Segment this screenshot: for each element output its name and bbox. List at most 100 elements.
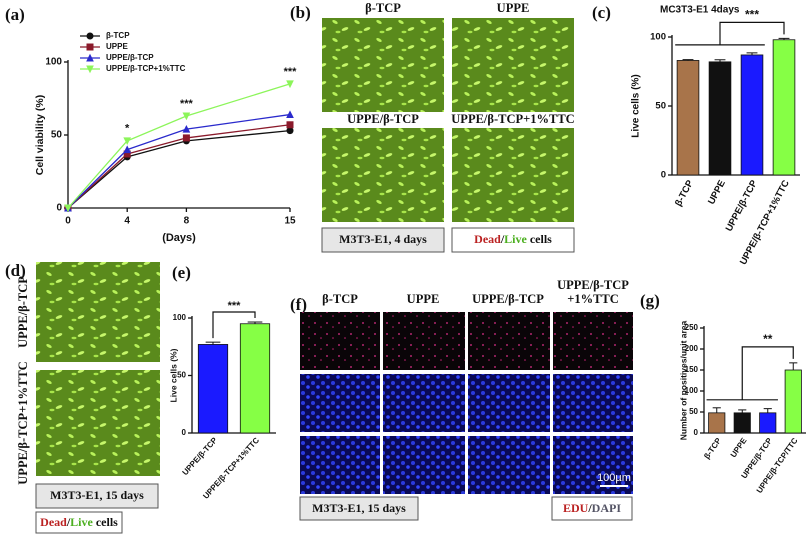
marker: [64, 204, 72, 213]
stain-box: [551, 496, 633, 521]
y-tick-label: 150: [685, 365, 699, 374]
caption: M3T3-E1, 15 days: [50, 488, 144, 502]
panel-label: (e): [172, 263, 191, 282]
bar: [239, 323, 271, 434]
bar: [197, 344, 229, 434]
y-axis-label: Cell viability (%): [34, 95, 46, 176]
image-label: UPPE/β-TCP+1%TTC: [451, 112, 574, 126]
stain-legend: Dead/Live cells: [474, 232, 552, 246]
y-tick-label: 100: [45, 57, 62, 68]
bar: [772, 39, 796, 176]
chart-title: MC3T3-E1 4days: [660, 5, 740, 16]
series-line: [67, 124, 291, 209]
marker: [182, 124, 191, 133]
micrograph: [452, 128, 574, 222]
series-line: [67, 129, 291, 209]
y-tick-label: 50: [177, 371, 186, 380]
micrograph: [36, 370, 160, 476]
panel-label: (b): [290, 3, 311, 22]
marker: [286, 121, 294, 129]
micrograph: [452, 18, 574, 112]
image-label: UPPE/β-TCP: [347, 112, 419, 126]
bar: [740, 54, 764, 176]
x-tick-label: UPPE: [706, 178, 728, 206]
image-label: β-TCP: [365, 1, 401, 15]
y-tick-label: 100: [173, 313, 187, 322]
significance-bracket: [212, 311, 256, 339]
panel-label: (c): [592, 3, 611, 22]
legend-label: UPPE/β-TCP+1%TTC: [106, 64, 186, 73]
y-tick-label: 100: [650, 32, 666, 43]
significance: *: [125, 123, 130, 135]
marker: [86, 65, 94, 74]
scale-label: 100µm: [597, 472, 631, 484]
y-tick-label: 0: [56, 203, 62, 214]
micrograph: [322, 18, 444, 112]
y-tick-label: 0: [694, 428, 699, 437]
significance: ***: [745, 8, 759, 22]
bar: [676, 60, 700, 176]
y-axis-label: Number of positives/unit area: [678, 320, 688, 440]
series-line: [67, 83, 291, 209]
column-label: UPPE: [407, 292, 440, 306]
y-tick-label: 200: [685, 344, 699, 353]
panel-label: (f): [290, 295, 307, 314]
significance: **: [763, 332, 773, 346]
significance-bracket: [741, 346, 794, 400]
marker: [286, 80, 294, 89]
marker: [86, 32, 94, 40]
x-tick-label: 4: [124, 216, 130, 227]
micrograph-grid: [300, 312, 633, 494]
panel-label: (a): [5, 5, 25, 24]
marker: [123, 150, 131, 158]
series-line: [67, 113, 291, 209]
marker: [86, 53, 94, 62]
bar: [759, 412, 777, 434]
stain-legend: EDU/DAPI: [563, 501, 621, 515]
y-tick-label: 250: [685, 323, 699, 332]
marker: [286, 127, 294, 135]
image-label: UPPE/β-TCP: [16, 276, 30, 348]
panel-label: (d): [5, 261, 26, 280]
y-axis-label: Live cells (%): [168, 348, 178, 402]
x-tick-label: UPPE/β-TCP: [181, 435, 220, 477]
y-tick-label: 50: [655, 101, 666, 112]
x-tick-label: 8: [184, 216, 190, 227]
y-axis-label: Live cells (%): [631, 74, 642, 137]
marker: [123, 145, 132, 154]
micrograph: [322, 128, 444, 222]
caption: M3T3-E1, 4 days: [339, 232, 427, 246]
marker: [182, 134, 190, 142]
legend-label: UPPE/β-TCP: [106, 53, 154, 62]
x-axis-label: (Days): [162, 232, 196, 244]
y-tick-label: 0: [661, 170, 666, 181]
legend-label: UPPE: [106, 42, 128, 51]
y-tick-label: 0: [182, 428, 187, 437]
bar: [733, 412, 751, 434]
marker: [86, 43, 94, 51]
micrograph: [36, 262, 160, 362]
caption-box: [35, 483, 159, 509]
x-tick-label: 15: [284, 216, 296, 227]
column-label: UPPE/β-TCP: [472, 292, 544, 306]
x-tick-label: UPPE: [729, 436, 749, 460]
x-tick-label: 0: [65, 216, 71, 227]
stain-legend: Dead/Live cells: [40, 515, 118, 529]
bar: [708, 412, 726, 434]
image-label: UPPE/β-TCP+1%TTC: [16, 361, 30, 484]
x-tick-label: UPPE/β-TCP: [724, 178, 761, 234]
bar: [784, 369, 802, 434]
y-tick-label: 50: [51, 130, 63, 141]
y-tick-label: 50: [689, 407, 698, 416]
marker: [182, 112, 191, 121]
column-label: +1%TTC: [567, 292, 619, 306]
bar: [708, 61, 732, 176]
significance: ***: [180, 98, 194, 110]
panel-label: (g): [640, 291, 660, 310]
marker: [286, 110, 294, 119]
legend-label: β-TCP: [106, 31, 130, 40]
marker: [123, 137, 132, 146]
x-tick-label: β-TCP: [702, 436, 723, 461]
column-label: UPPE/β-TCP: [557, 278, 629, 292]
image-label: UPPE: [497, 1, 530, 15]
